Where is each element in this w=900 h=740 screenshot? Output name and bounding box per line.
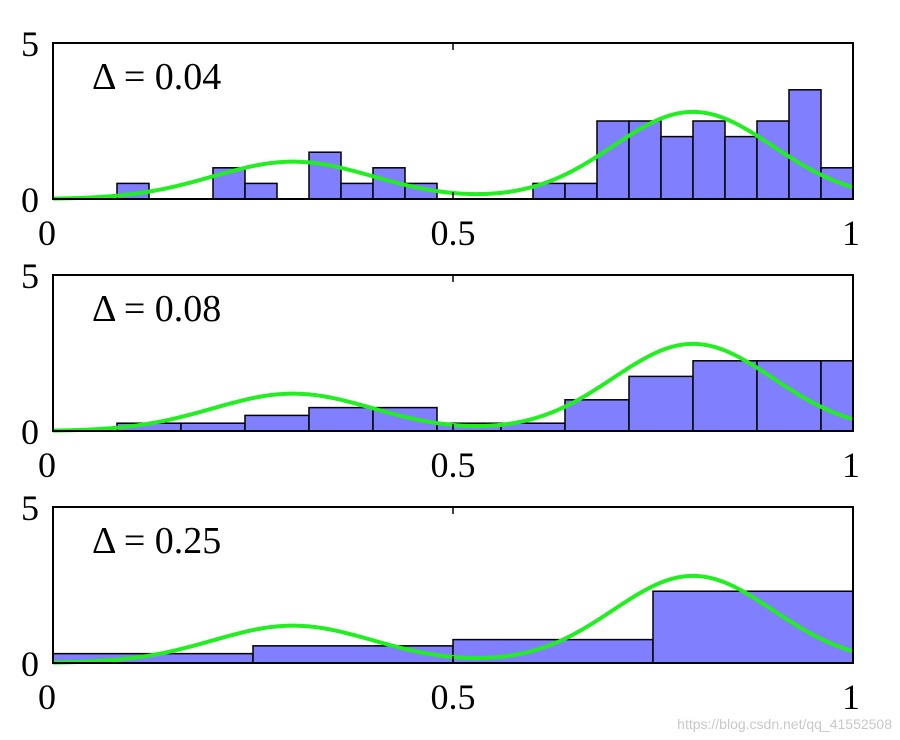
x-tick-label: 0.5 — [431, 677, 476, 717]
histogram-bar — [692, 120, 726, 200]
x-tick-label: 0.5 — [431, 213, 476, 253]
histogram-bar — [564, 399, 630, 432]
watermark-text: https://blog.csdn.net/qq_41552508 — [677, 716, 892, 732]
x-tick-label: 1 — [842, 677, 860, 717]
histogram-bar — [244, 182, 278, 200]
bin-width-annotation: Δ = 0.04 — [92, 56, 221, 98]
histogram-bar — [308, 151, 342, 200]
bin-width-annotation: Δ = 0.08 — [92, 288, 221, 330]
histogram-bar — [340, 182, 374, 200]
x-tick-label: 0 — [38, 213, 56, 253]
x-tick-label: 1 — [842, 445, 860, 485]
histogram-panel-3: 0 0.5 1 0 5 Δ = 0.25 — [21, 488, 860, 717]
bin-width-annotation: Δ = 0.25 — [92, 520, 221, 562]
histogram-bar — [692, 360, 758, 432]
histogram-bar — [596, 120, 630, 200]
y-tick-label: 0 — [21, 412, 39, 452]
histogram-bar — [788, 89, 822, 200]
histogram-bar — [756, 360, 822, 432]
histogram-panel-1: 0 0.5 1 0 5 Δ = 0.04 — [21, 24, 860, 253]
y-tick-label: 5 — [21, 256, 39, 296]
y-tick-label: 0 — [21, 644, 39, 684]
histogram-bar — [652, 590, 854, 664]
histogram-bar — [724, 135, 758, 200]
histogram-bar — [628, 375, 694, 432]
histogram-bar — [660, 135, 694, 200]
x-tick-label: 0 — [38, 677, 56, 717]
x-tick-label: 0.5 — [431, 445, 476, 485]
x-tick-label: 0 — [38, 445, 56, 485]
histogram-bar — [244, 414, 310, 432]
histogram-bar — [180, 422, 246, 432]
x-tick-label: 1 — [842, 213, 860, 253]
y-tick-label: 0 — [21, 180, 39, 220]
y-tick-label: 5 — [21, 488, 39, 528]
histogram-panel-2: 0 0.5 1 0 5 Δ = 0.08 — [21, 256, 860, 485]
y-tick-label: 5 — [21, 24, 39, 64]
histogram-bar — [308, 406, 374, 432]
histogram-bar — [756, 120, 790, 200]
histogram-bar — [820, 360, 854, 432]
histogram-bar — [564, 182, 598, 200]
